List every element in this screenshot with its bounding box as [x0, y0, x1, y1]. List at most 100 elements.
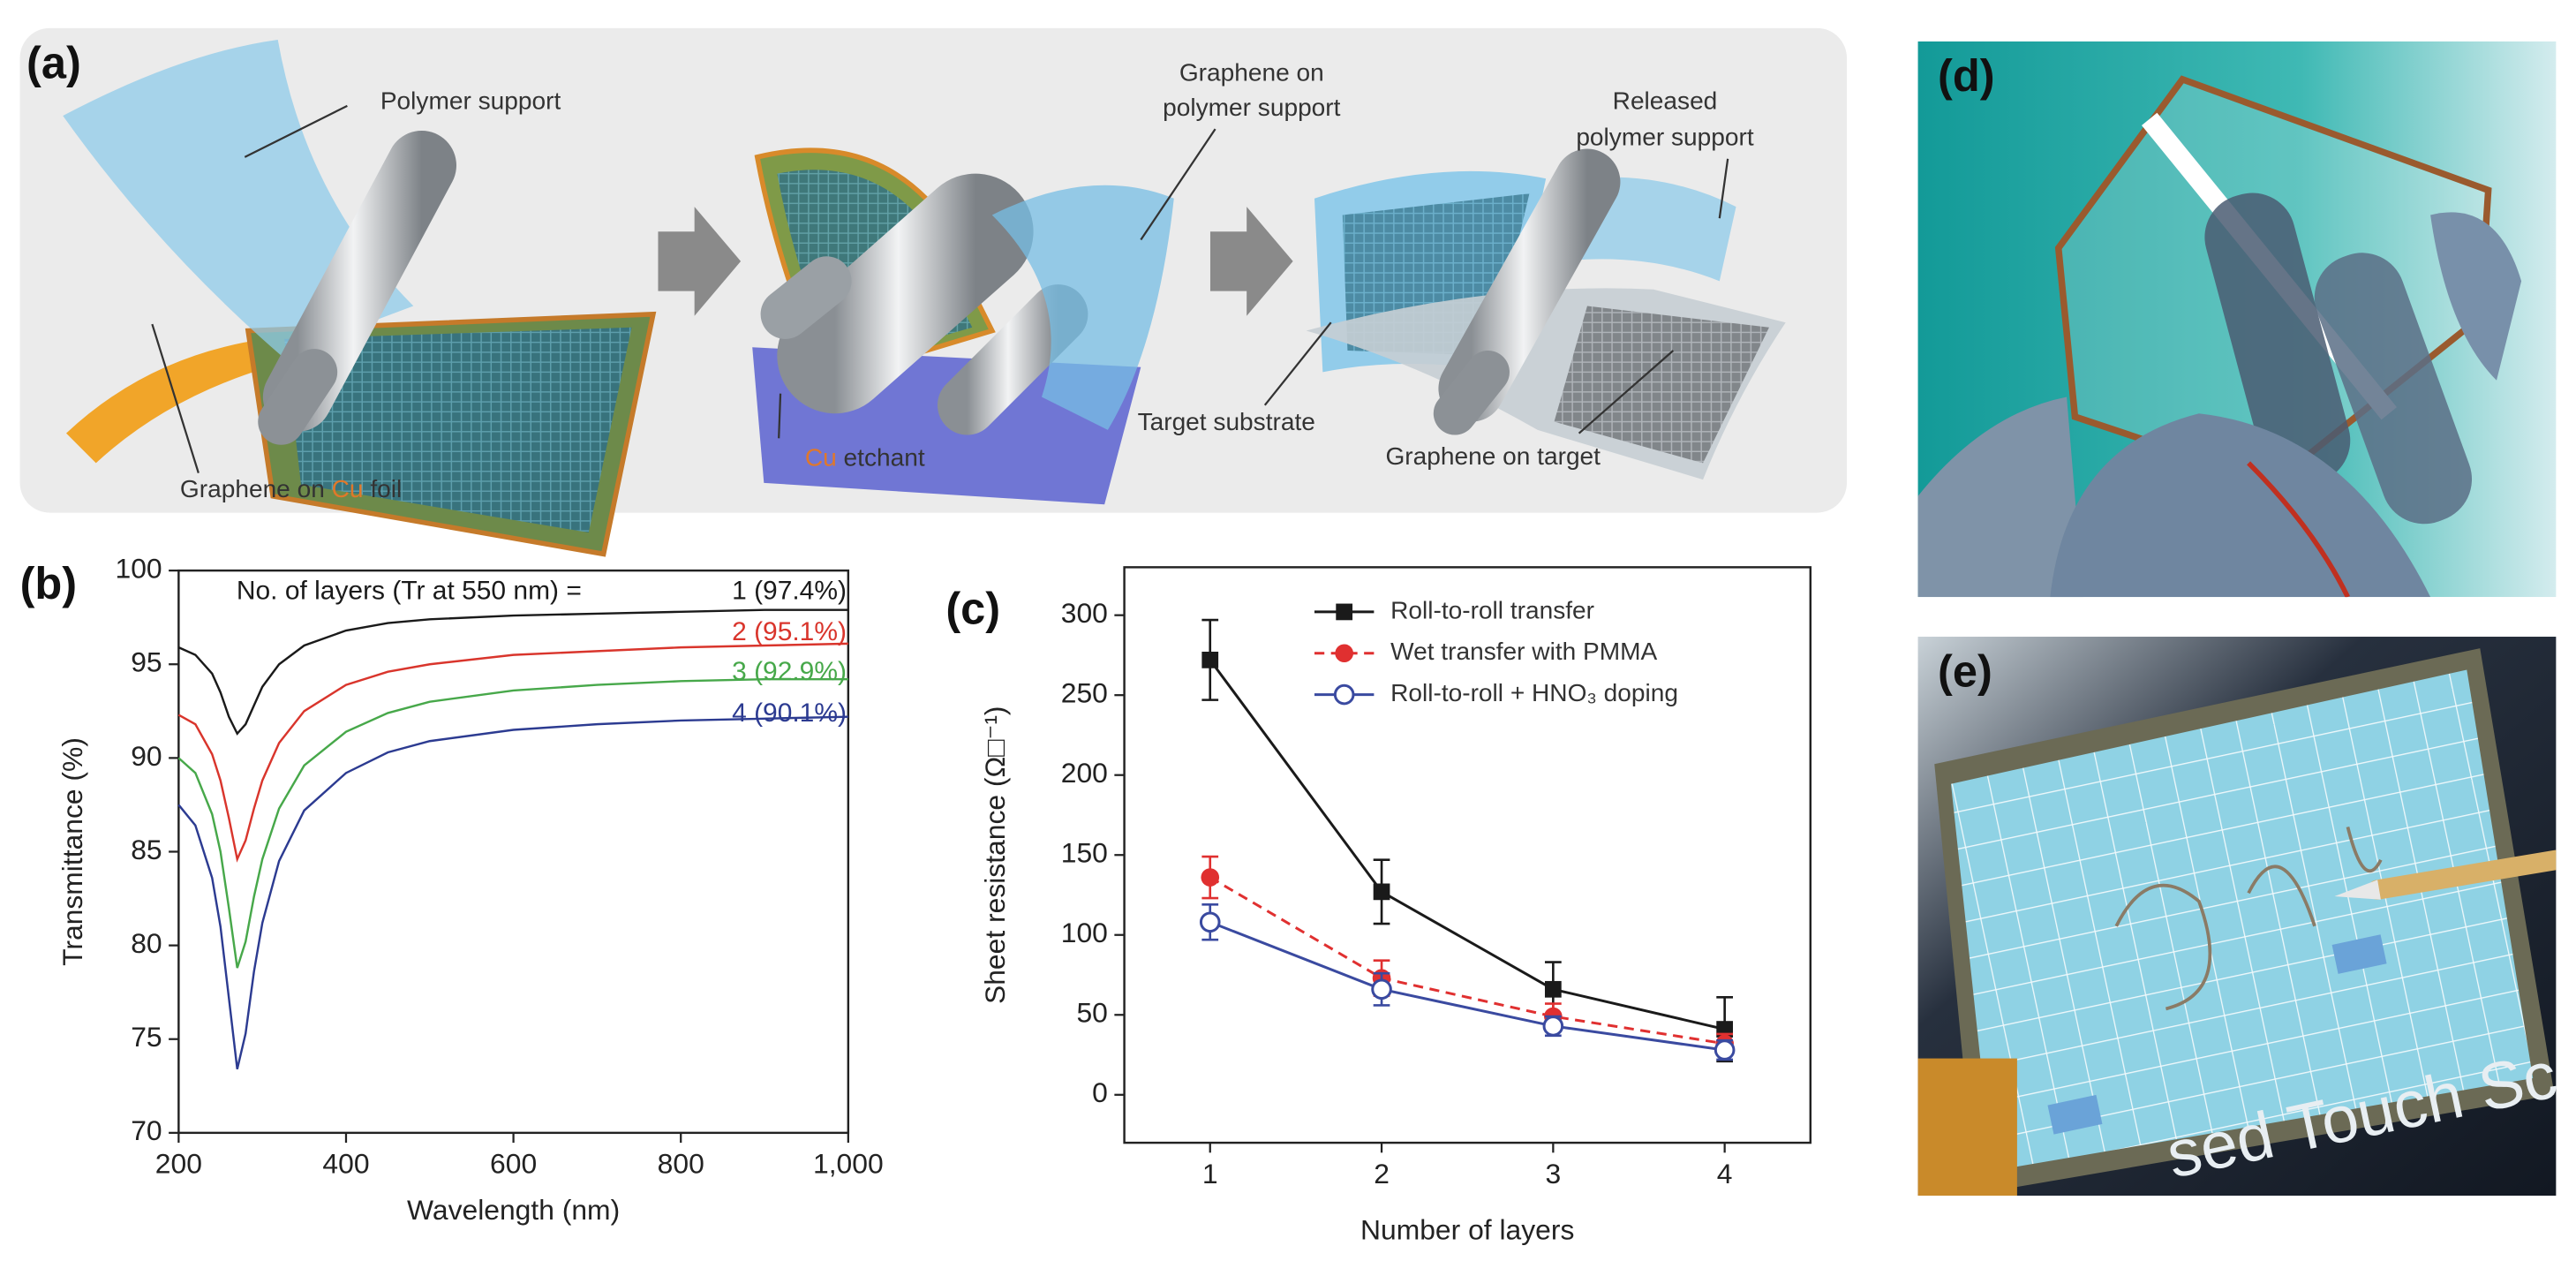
y-tick-label: 85: [131, 834, 162, 865]
marker: [1336, 603, 1353, 621]
y-tick-label: 300: [1061, 597, 1108, 629]
stylus-tip: [2334, 880, 2381, 900]
glove-thumb: [2430, 212, 2522, 381]
x-axis-label: Wavelength (nm): [407, 1194, 620, 1226]
y-tick-label: 100: [116, 553, 162, 585]
panel-label: (a): [26, 37, 81, 87]
pointer: [151, 323, 200, 473]
x-tick-label: 800: [658, 1148, 704, 1180]
series-line: [177, 608, 848, 736]
panel-label: (b): [20, 558, 78, 608]
marker: [1373, 883, 1390, 901]
legend-label: Roll-to-roll + HNO₃ doping: [1390, 679, 1678, 706]
marker: [1544, 980, 1562, 998]
process-arrow: [1209, 207, 1293, 316]
pointer: [778, 393, 782, 439]
y-tick-label: 100: [1061, 917, 1108, 948]
series-label: 2 (95.1%): [732, 617, 847, 646]
photo-d: [1917, 41, 2557, 598]
marker: [1335, 644, 1353, 663]
series-line: [177, 715, 848, 1069]
graphene-on-target: [1554, 306, 1769, 464]
diagram-label: Graphene on Cu foil: [146, 476, 423, 503]
label-part: etchant: [837, 444, 925, 472]
x-tick-label: 2: [1374, 1158, 1390, 1189]
marker: [1714, 1039, 1736, 1061]
diagram-label: Target substrate: [1138, 408, 1315, 435]
series-label: 1 (97.4%): [732, 576, 847, 605]
screen-button: [2047, 1094, 2103, 1135]
panel-label: (e): [1938, 646, 1992, 696]
marker: [1333, 683, 1355, 706]
marker: [1371, 978, 1392, 1000]
series-line: [1209, 659, 1725, 1031]
photo-e: sed Touch Sc: [1917, 637, 2557, 1197]
pointer: [1263, 321, 1332, 406]
diagram-label: Graphene on target: [1385, 442, 1601, 470]
marker: [1201, 868, 1220, 887]
x-tick-label: 200: [155, 1148, 202, 1180]
legend-label: Wet transfer with PMMA: [1390, 638, 1657, 665]
polymer-sheet: [991, 185, 1174, 430]
y-tick-label: 150: [1061, 837, 1108, 869]
roller: [258, 349, 338, 445]
panel-label: (d): [1938, 50, 1995, 101]
y-axis-label: Transmittance (%): [56, 737, 88, 966]
diagram-label: Released: [1613, 87, 1718, 115]
diagram-label: polymer support: [1163, 94, 1341, 121]
marker: [1199, 911, 1221, 933]
annotation: No. of layers (Tr at 550 nm) =: [237, 576, 582, 605]
y-tick-label: 95: [131, 646, 162, 678]
diagram-label: polymer support: [1576, 124, 1754, 151]
glove: [1917, 396, 2083, 598]
y-tick-label: 200: [1061, 757, 1108, 789]
label-part: Cu: [332, 476, 364, 503]
label-part: Graphene on: [180, 476, 332, 503]
pointer: [244, 104, 348, 158]
x-tick-label: 600: [490, 1148, 537, 1180]
roller: [760, 256, 852, 339]
x-tick-label: 4: [1717, 1158, 1733, 1189]
marker: [1542, 1016, 1564, 1037]
series-label: 4 (90.1%): [732, 698, 847, 728]
handwriting: [2114, 826, 2383, 1011]
stylus: [2367, 849, 2557, 900]
screen-button: [2331, 934, 2387, 974]
y-tick-label: 75: [131, 1021, 162, 1053]
y-tick-label: 80: [131, 927, 162, 959]
y-axis-label: Sheet resistance (Ω□⁻¹): [979, 706, 1011, 1004]
y-tick-label: 50: [1076, 997, 1107, 1029]
wire: [2247, 461, 2350, 598]
panel-label: (c): [945, 583, 1000, 633]
glove: [2050, 413, 2431, 598]
pointer: [1578, 350, 1675, 434]
legend-label: Roll-to-roll transfer: [1390, 596, 1594, 623]
series-line: [1209, 876, 1725, 1046]
roller: [937, 284, 1088, 435]
x-tick-label: 1: [1202, 1158, 1218, 1189]
y-tick-label: 250: [1061, 677, 1108, 709]
pointer: [1140, 128, 1216, 241]
y-tick-label: 90: [131, 740, 162, 772]
glove-finger: [2204, 193, 2351, 485]
x-tick-label: 1,000: [813, 1148, 884, 1180]
diagram-label: Graphene on: [1179, 59, 1324, 87]
roller: [1433, 351, 1510, 435]
graphene-sheet: [284, 327, 632, 533]
series-label: 3 (92.9%): [732, 657, 847, 686]
roller: [777, 173, 1034, 414]
y-tick-label: 0: [1092, 1076, 1108, 1108]
ribbon-cable: [1917, 1058, 2017, 1197]
series-line: [177, 642, 848, 863]
diagram-label: Polymer support: [380, 87, 561, 115]
glove-finger: [2314, 253, 2473, 525]
x-tick-label: 3: [1545, 1158, 1561, 1189]
label-part: Cu: [805, 444, 837, 472]
process-arrow: [658, 207, 742, 316]
diagram-label: Cu etchant: [771, 444, 945, 472]
series-line: [177, 677, 848, 969]
x-tick-label: 400: [322, 1148, 369, 1180]
pointer: [1718, 158, 1729, 219]
